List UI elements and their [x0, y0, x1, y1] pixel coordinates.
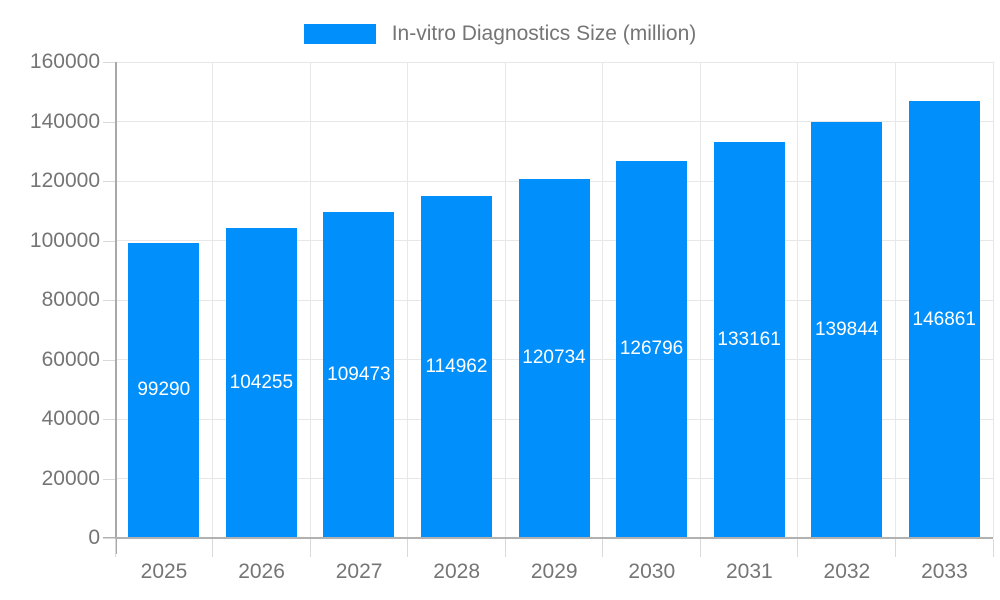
- bar[interactable]: [128, 242, 200, 538]
- x-tick: [699, 539, 701, 557]
- x-axis-line: [103, 537, 993, 539]
- y-tick: [103, 240, 115, 242]
- x-tick-label: 2032: [823, 560, 871, 583]
- y-tick-label: 120000: [29, 169, 100, 192]
- x-tick: [797, 539, 799, 557]
- x-tick-label: 2030: [628, 560, 676, 583]
- y-tick-label: 40000: [41, 407, 100, 430]
- legend-swatch: [303, 24, 376, 44]
- bar-value-label: 114962: [425, 355, 488, 377]
- y-tick-label: 80000: [41, 288, 100, 311]
- bar-value-label: 139844: [814, 318, 879, 340]
- bar-value-label: 146861: [912, 308, 976, 330]
- x-tick-label: 2025: [140, 560, 188, 583]
- bar[interactable]: [616, 160, 688, 538]
- v-gridline: [797, 62, 799, 538]
- y-tick: [103, 181, 115, 182]
- bar-value-label: 133161: [717, 328, 781, 350]
- bar-value-label: 120734: [522, 347, 586, 369]
- x-tick: [504, 539, 506, 557]
- y-tick: [103, 478, 115, 480]
- y-tick: [103, 121, 115, 123]
- v-gridline: [407, 62, 409, 538]
- y-tick: [103, 538, 115, 539]
- legend: In-vitro Diagnostics Size (million): [0, 22, 1000, 46]
- y-axis-line: [115, 62, 117, 554]
- x-tick: [894, 539, 896, 557]
- x-tick: [407, 539, 409, 557]
- bar[interactable]: [420, 196, 492, 538]
- x-tick-label: 2026: [238, 560, 285, 583]
- bar[interactable]: [908, 101, 980, 538]
- v-gridline: [894, 62, 896, 538]
- bar-value-label: 109473: [327, 364, 391, 386]
- legend-label: In-vitro Diagnostics Size (million): [391, 22, 697, 45]
- v-gridline: [212, 62, 214, 538]
- h-gridline: [115, 61, 993, 63]
- bar-value-label: 99290: [137, 379, 191, 401]
- v-gridline: [992, 62, 994, 538]
- y-tick-label: 140000: [29, 109, 100, 133]
- y-tick: [103, 419, 115, 420]
- h-gridline: [115, 121, 993, 122]
- v-gridline: [602, 62, 604, 538]
- bar[interactable]: [713, 141, 785, 538]
- legend-item[interactable]: In-vitro Diagnostics Size (million): [303, 22, 697, 46]
- x-tick: [309, 539, 311, 557]
- v-gridline: [309, 62, 311, 538]
- x-tick-label: 2031: [725, 560, 773, 583]
- v-gridline: [504, 62, 506, 538]
- y-tick-label: 160000: [29, 50, 100, 73]
- y-tick-label: 0: [88, 526, 100, 549]
- y-tick-label: 20000: [41, 466, 100, 490]
- y-tick-label: 100000: [29, 228, 100, 252]
- plot-area: 99290 104255 109473 114962 120734 126796 13316…: [115, 61, 994, 538]
- y-tick: [103, 62, 115, 63]
- x-tick-label: 2027: [335, 560, 383, 583]
- x-tick: [992, 539, 994, 557]
- x-tick: [602, 539, 604, 557]
- x-tick: [114, 539, 116, 557]
- y-tick: [103, 359, 115, 361]
- v-gridline: [699, 62, 701, 538]
- x-tick-label: 2028: [433, 560, 481, 583]
- bar[interactable]: [518, 178, 590, 538]
- bar[interactable]: [323, 212, 395, 538]
- y-tick-label: 60000: [41, 347, 100, 371]
- bar-value-label: 126796: [619, 338, 684, 360]
- bar-value-label: 104255: [229, 371, 294, 393]
- x-tick-label: 2029: [530, 560, 578, 583]
- y-tick: [103, 300, 115, 301]
- x-tick-label: 2033: [921, 560, 968, 583]
- bar[interactable]: [225, 227, 297, 538]
- x-tick: [212, 539, 214, 557]
- bar[interactable]: [811, 121, 883, 538]
